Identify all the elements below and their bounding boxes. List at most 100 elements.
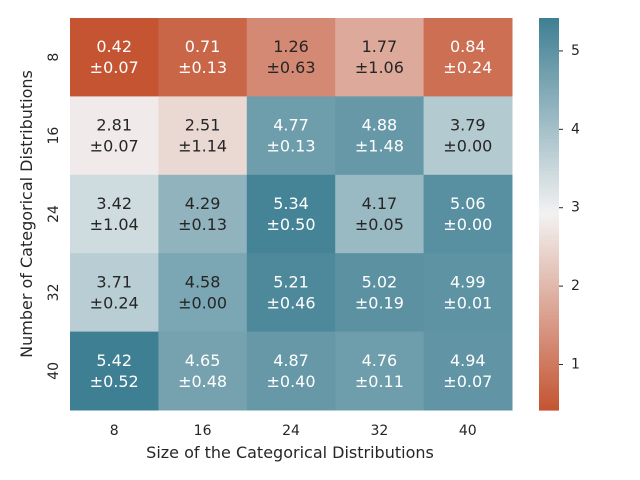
x-tick-label: 40 xyxy=(459,423,477,439)
colorbar-segment xyxy=(539,112,559,117)
colorbar-segment xyxy=(539,220,559,225)
colorbar-segment xyxy=(539,246,559,251)
x-axis-label: Size of the Categorical Distributions xyxy=(146,443,434,462)
colorbar-segment xyxy=(539,73,559,78)
colorbar-segment xyxy=(539,171,559,176)
colorbar-segment xyxy=(539,361,559,365)
heatmap-cell xyxy=(335,253,425,333)
cell-value-label: 4.17 xyxy=(362,194,398,213)
colorbar-segment xyxy=(539,67,559,71)
colorbar-segment xyxy=(539,96,559,101)
cell-error-label: ±0.07 xyxy=(443,372,492,391)
colorbar-segment xyxy=(539,44,559,48)
y-axis-label: Number of Categorical Distributions xyxy=(17,70,36,358)
colorbar-segment xyxy=(539,217,559,222)
cell-value-label: 3.79 xyxy=(450,116,486,135)
heatmap-cell xyxy=(158,18,248,97)
cell-error-label: ±0.52 xyxy=(90,372,139,391)
heatmap-cell xyxy=(246,331,336,411)
colorbar-segment xyxy=(539,86,559,91)
colorbar-segment xyxy=(539,374,559,378)
cell-value-label: 5.34 xyxy=(273,194,309,213)
colorbar-segment xyxy=(539,204,559,209)
colorbar-tick-label: 3 xyxy=(571,200,580,216)
cell-value-label: 5.42 xyxy=(96,351,132,370)
colorbar-segment xyxy=(539,272,559,277)
cell-value-label: 4.29 xyxy=(185,194,221,213)
colorbar-segment xyxy=(539,168,559,173)
colorbar: 1 2 3 4 5 xyxy=(539,18,580,411)
colorbar-segment xyxy=(539,233,559,238)
colorbar-segment xyxy=(539,47,559,52)
colorbar-segment xyxy=(539,266,559,271)
colorbar-segment xyxy=(539,312,559,316)
colorbar-tick-label: 2 xyxy=(571,278,580,294)
colorbar-segment xyxy=(539,263,559,267)
colorbar-segment xyxy=(539,347,559,352)
colorbar-segment xyxy=(539,393,559,398)
colorbar-segment xyxy=(539,70,559,75)
colorbar-segment xyxy=(539,138,559,143)
colorbar-segment xyxy=(539,223,559,228)
colorbar-segment xyxy=(539,83,559,88)
colorbar-segment xyxy=(539,76,559,81)
colorbar-segment xyxy=(539,292,559,297)
colorbar-segment xyxy=(539,259,559,264)
heatmap-cell xyxy=(70,331,159,411)
colorbar-segment xyxy=(539,57,559,62)
colorbar-segment xyxy=(539,178,559,182)
colorbar-segment xyxy=(539,24,559,29)
colorbar-segment xyxy=(539,380,559,385)
colorbar-segment xyxy=(539,308,559,313)
colorbar-segment xyxy=(539,298,559,303)
colorbar-segment xyxy=(539,174,559,179)
colorbar-segment xyxy=(539,158,559,163)
heatmap-cell xyxy=(423,253,513,333)
colorbar-segment xyxy=(539,377,559,382)
colorbar-segment xyxy=(539,243,559,248)
y-tick-label: 24 xyxy=(46,205,62,223)
colorbar-segment xyxy=(539,184,559,189)
cell-value-label: 4.65 xyxy=(185,351,221,370)
colorbar-segment xyxy=(539,18,559,22)
cell-error-label: ±0.13 xyxy=(178,215,227,234)
colorbar-segment xyxy=(539,383,559,388)
cell-error-label: ±0.00 xyxy=(443,137,492,156)
colorbar-segment xyxy=(539,197,559,202)
x-axis-ticks: 8 16 24 32 40 xyxy=(110,423,477,439)
colorbar-segment xyxy=(539,200,559,205)
colorbar-segment xyxy=(539,341,559,346)
colorbar-segment xyxy=(539,135,559,140)
heatmap-cell xyxy=(70,96,159,176)
colorbar-segment xyxy=(539,93,559,97)
colorbar-segment xyxy=(539,367,559,372)
colorbar-segment xyxy=(539,282,559,287)
cell-value-label: 4.94 xyxy=(450,351,486,370)
heatmap-cell xyxy=(70,174,159,254)
colorbar-segment xyxy=(539,269,559,274)
colorbar-segment xyxy=(539,236,559,241)
colorbar-segment xyxy=(539,289,559,293)
heatmap-cell xyxy=(423,18,513,97)
colorbar-segment xyxy=(539,60,559,65)
cell-error-label: ±0.50 xyxy=(266,215,315,234)
colorbar-segment xyxy=(539,387,559,391)
heatmap-cell xyxy=(246,253,336,333)
heatmap-cell xyxy=(70,18,159,97)
colorbar-segment xyxy=(539,116,559,120)
colorbar-segment xyxy=(539,328,559,333)
colorbar-tick-label: 4 xyxy=(571,121,580,137)
y-tick-label: 40 xyxy=(46,362,62,380)
heatmap-cell xyxy=(246,174,336,254)
cell-error-label: ±1.06 xyxy=(355,58,404,77)
heatmap-cell xyxy=(423,96,513,176)
x-tick-label: 24 xyxy=(282,423,300,439)
colorbar-segment xyxy=(539,53,559,58)
heatmap-cell xyxy=(158,253,248,333)
colorbar-segment xyxy=(539,240,559,244)
colorbar-segment xyxy=(539,256,559,261)
heatmap-cell xyxy=(335,174,425,254)
cell-error-label: ±0.00 xyxy=(178,293,227,312)
cell-error-label: ±0.48 xyxy=(178,372,227,391)
cell-error-label: ±1.04 xyxy=(90,215,139,234)
